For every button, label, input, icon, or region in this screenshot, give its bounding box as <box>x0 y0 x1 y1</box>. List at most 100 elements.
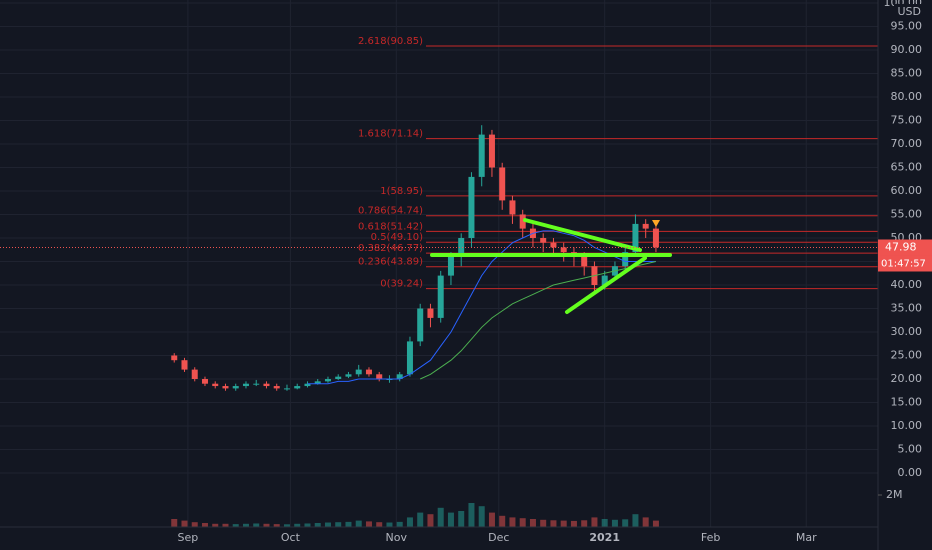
volume-bar <box>201 523 208 527</box>
fib-label: 0(39.24) <box>380 279 423 290</box>
trendlines <box>430 218 672 314</box>
volume-bar <box>242 523 249 527</box>
candle-body <box>519 214 526 229</box>
y-tick-label: 70.00 <box>891 137 923 150</box>
moving-average <box>307 230 656 385</box>
moving-average <box>419 261 657 380</box>
candle-body <box>652 228 659 248</box>
candle-body <box>468 176 475 238</box>
signal-marker <box>652 220 660 227</box>
volume-bar <box>294 523 301 527</box>
volume-bar <box>417 512 424 527</box>
volume-bar <box>468 503 475 527</box>
volume-bar <box>427 514 434 527</box>
volume-bar <box>376 522 383 527</box>
volume-bar <box>601 519 608 527</box>
volume-bar <box>652 520 659 527</box>
last-price-box <box>878 239 932 256</box>
volume-bar <box>304 523 311 527</box>
volume-bar <box>314 523 321 527</box>
last-price: 47.98 <box>885 240 917 253</box>
x-tick-label: Nov <box>386 531 408 544</box>
candle-body <box>581 256 588 267</box>
candle-body <box>601 275 608 285</box>
y-tick-label: 80.00 <box>891 90 923 103</box>
volume-bar <box>529 519 536 527</box>
volume-bar <box>324 522 331 527</box>
volume-bar <box>560 520 567 527</box>
volume-bar <box>581 520 588 527</box>
volume-bar <box>488 512 495 527</box>
fib-label: 2.618(90.85) <box>358 36 423 47</box>
y-tick-label: 25.00 <box>891 349 923 362</box>
fib-levels: 2.618(90.85) 1.618(71.14) 1(58.95) 0.786(54… <box>358 36 878 290</box>
candle-body <box>222 386 229 389</box>
volume-bar <box>478 506 485 527</box>
countdown: 01:47:57 <box>881 258 926 269</box>
x-tick-label: Dec <box>488 531 509 544</box>
volume-bar <box>406 517 413 527</box>
candle-body <box>622 252 629 267</box>
volume-bar <box>519 518 526 527</box>
y-tick-label: 30.00 <box>891 325 923 338</box>
grid <box>0 0 878 527</box>
candle-body <box>253 383 260 385</box>
trendline <box>565 256 647 314</box>
countdown-box <box>878 255 932 272</box>
x-tick-label: 2021 <box>589 531 620 544</box>
fib-label: 0.786(54.74) <box>358 206 423 217</box>
y-tick-label: 75.00 <box>891 114 923 127</box>
candle-body <box>488 134 495 168</box>
currency: USD <box>897 5 921 18</box>
volume-bar <box>232 524 239 527</box>
candle-body <box>458 238 465 257</box>
volume-bar <box>458 511 465 527</box>
candle-body <box>345 374 352 377</box>
volume-bar <box>365 521 372 527</box>
volume-bar <box>591 517 598 527</box>
volume-bar <box>335 522 342 527</box>
candle-body <box>632 223 639 253</box>
volume-bar <box>550 520 557 527</box>
fib-label: 1.618(71.14) <box>358 129 423 140</box>
x-tick-label: Feb <box>701 531 720 544</box>
candle-body <box>447 256 454 276</box>
volume-bar <box>642 517 649 527</box>
candle-body <box>294 386 301 389</box>
candle-body <box>201 379 208 384</box>
candle-body <box>478 134 485 177</box>
y-tick-label: 20.00 <box>891 372 923 385</box>
y-tick-label: 0.00 <box>898 466 923 479</box>
volume-bar <box>171 519 178 527</box>
y-tick-label: 65.00 <box>891 161 923 174</box>
volume-bar <box>499 515 506 527</box>
candle-body <box>191 369 198 379</box>
candle-body <box>273 386 280 389</box>
volume-bar <box>570 520 577 527</box>
volume-bar <box>181 520 188 527</box>
candle-body <box>365 369 372 375</box>
y-tick-label: 15.00 <box>891 396 923 409</box>
y-tick-label: 40.00 <box>891 278 923 291</box>
trendline <box>523 218 642 252</box>
candle-body <box>499 167 506 201</box>
candle-body <box>396 374 403 379</box>
fib-label: 1(58.95) <box>380 186 423 197</box>
candle-body <box>509 200 516 215</box>
candle-body <box>550 242 557 248</box>
candle-body <box>304 383 311 387</box>
candle-body <box>263 383 270 387</box>
candle-body <box>355 369 362 375</box>
volume-bar <box>345 521 352 527</box>
fib-label: 0.5(49.10) <box>371 232 423 243</box>
candle-body <box>376 374 383 379</box>
volume-bar <box>632 514 639 527</box>
volume-bar <box>611 519 618 527</box>
x-tick-label: Oct <box>281 531 301 544</box>
candle-body <box>560 247 567 253</box>
fib-label: 0.236(43.89) <box>358 257 423 268</box>
volume-bar <box>540 519 547 527</box>
candle-body <box>242 383 249 387</box>
